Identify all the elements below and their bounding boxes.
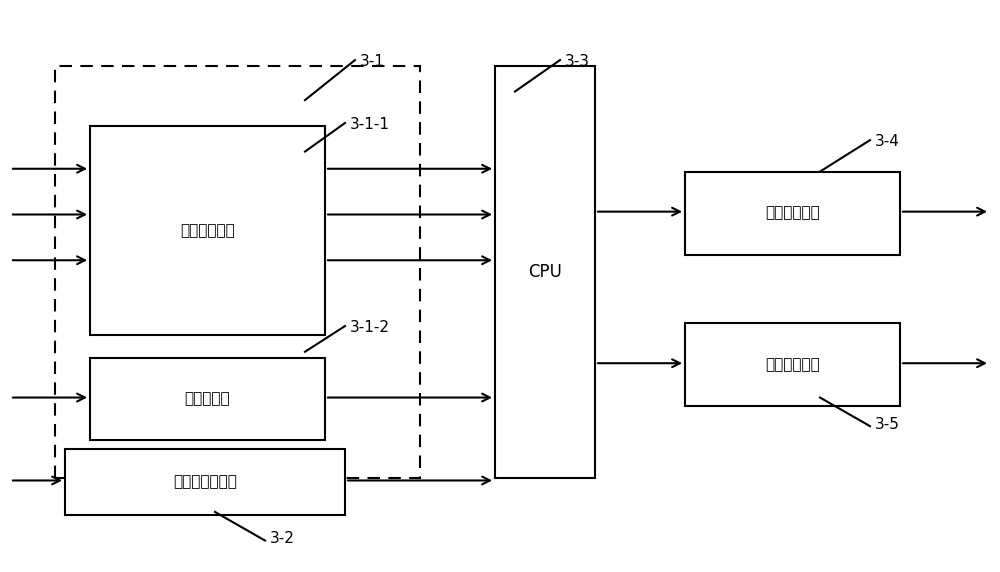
Text: 3-4: 3-4 — [875, 134, 900, 149]
Text: 3-5: 3-5 — [875, 417, 900, 432]
Text: 模拟量输出卡: 模拟量输出卡 — [765, 205, 820, 221]
Text: 热阵测量卡: 热阵测量卡 — [185, 391, 230, 407]
Text: 3-1: 3-1 — [360, 54, 385, 69]
Text: 模拟量输入卡: 模拟量输入卡 — [180, 223, 235, 238]
Text: 开关量输入电路: 开关量输入电路 — [173, 474, 237, 490]
Bar — [90, 358, 325, 440]
Text: 数字量输出卡: 数字量输出卡 — [765, 357, 820, 372]
Text: 3-1-2: 3-1-2 — [350, 320, 390, 335]
Bar — [65, 449, 345, 515]
Text: 3-1-1: 3-1-1 — [350, 117, 390, 132]
Text: CPU: CPU — [528, 263, 562, 281]
Text: 3-3: 3-3 — [565, 54, 590, 69]
Bar — [685, 172, 900, 255]
Bar — [495, 66, 595, 478]
Text: 3-2: 3-2 — [270, 531, 295, 546]
Bar — [685, 323, 900, 406]
Bar — [55, 66, 420, 478]
Bar — [90, 126, 325, 335]
